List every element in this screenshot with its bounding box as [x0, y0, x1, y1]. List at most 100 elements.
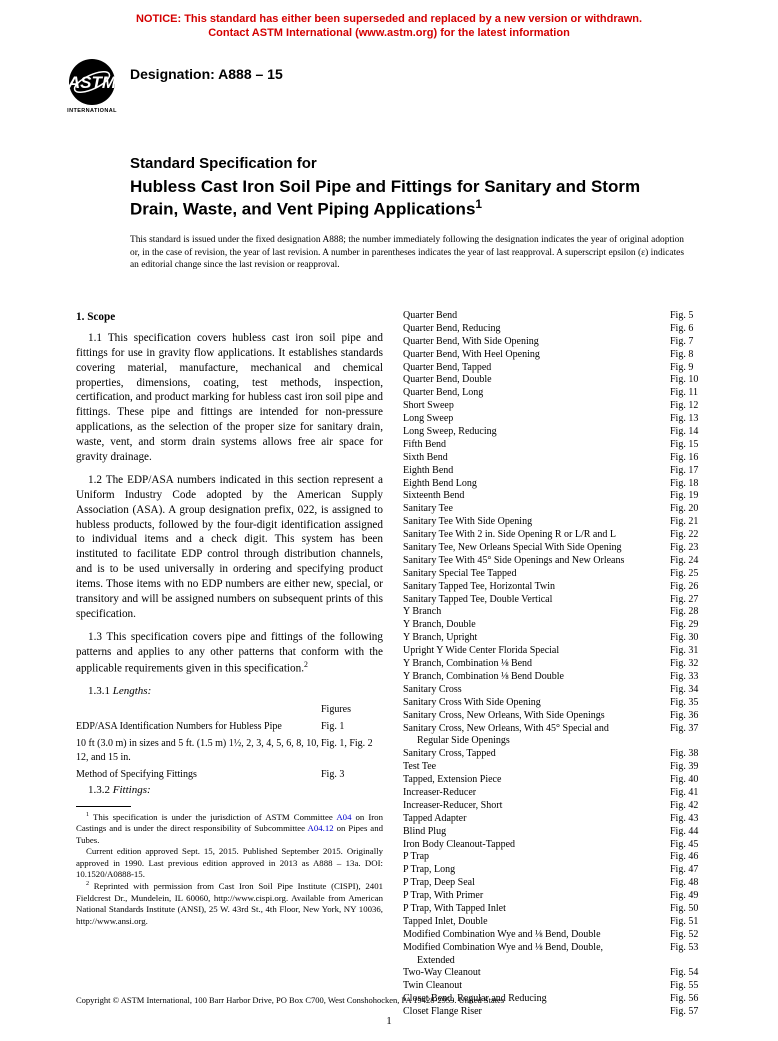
fittings-row: Modified Combination Wye and ⅛ Bend, Dou…	[403, 942, 710, 955]
fittings-row: P Trap, With PrimerFig. 49	[403, 890, 710, 903]
fittings-row: Sanitary Tee With 2 in. Side Opening R o…	[403, 529, 710, 542]
fittings-row: P Trap, LongFig. 47	[403, 864, 710, 877]
fitting-fig: Fig. 10	[670, 374, 710, 387]
fittings-row: Eighth Bend LongFig. 18	[403, 478, 710, 491]
fittings-row: Sanitary Cross, New Orleans, With Side O…	[403, 710, 710, 723]
fitting-fig: Fig. 52	[670, 929, 710, 942]
fitting-name: Y Branch, Upright	[403, 632, 670, 645]
fitting-fig: Fig. 15	[670, 439, 710, 452]
fitting-name: P Trap, With Tapped Inlet	[403, 903, 670, 916]
fitting-name: Increaser-Reducer, Short	[403, 800, 670, 813]
fitting-name: Sanitary Tee With 45° Side Openings and …	[403, 555, 670, 568]
fitting-name: Y Branch, Double	[403, 619, 670, 632]
svg-text:ASTM: ASTM	[67, 73, 117, 92]
fitting-fig: Fig. 55	[670, 980, 710, 993]
fitting-name: Sanitary Tapped Tee, Double Vertical	[403, 594, 670, 607]
fitting-name: Sanitary Cross, Tapped	[403, 748, 670, 761]
fitting-name: Sanitary Cross With Side Opening	[403, 697, 670, 710]
fitting-name: Sanitary Tee With Side Opening	[403, 516, 670, 529]
svg-text:INTERNATIONAL: INTERNATIONAL	[67, 108, 117, 114]
fittings-row: Eighth BendFig. 17	[403, 465, 710, 478]
scope-p3: 1.3 This specification covers pipe and f…	[76, 630, 383, 676]
fitting-name: Long Sweep	[403, 413, 670, 426]
fitting-fig: Fig. 41	[670, 787, 710, 800]
fittings-row: Sanitary Tee With Side OpeningFig. 21	[403, 516, 710, 529]
lengths-row-1: EDP/ASA Identification Numbers for Huble…	[76, 720, 383, 733]
fitting-fig: Fig. 11	[670, 387, 710, 400]
fittings-row: Quarter Bend, With Side OpeningFig. 7	[403, 336, 710, 349]
fitting-name: Sanitary Tee, New Orleans Special With S…	[403, 542, 670, 555]
link-a04[interactable]: A04	[336, 812, 351, 822]
fitting-fig: Fig. 37	[670, 723, 710, 736]
fitting-fig: Fig. 21	[670, 516, 710, 529]
fittings-row: Sanitary Tapped Tee, Double VerticalFig.…	[403, 594, 710, 607]
lengths-row-2: 10 ft (3.0 m) in sizes and 5 ft. (1.5 m)…	[76, 737, 383, 764]
title-pretitle: Standard Specification for	[130, 155, 690, 174]
fittings-row: Y Branch, Combination ⅛ BendFig. 32	[403, 658, 710, 671]
fitting-name: Eighth Bend	[403, 465, 670, 478]
fitting-fig: Fig. 35	[670, 697, 710, 710]
fitting-fig: Fig. 19	[670, 490, 710, 503]
link-a0412[interactable]: A04.12	[308, 823, 334, 833]
fitting-fig: Fig. 46	[670, 851, 710, 864]
fitting-name: Sanitary Tapped Tee, Horizontal Twin	[403, 581, 670, 594]
fittings-row: Two-Way CleanoutFig. 54	[403, 967, 710, 980]
fittings-row: Sanitary Tee With 45° Side Openings and …	[403, 555, 710, 568]
fittings-row: Quarter Bend, ReducingFig. 6	[403, 323, 710, 336]
left-column: 1. Scope 1.1 This specification covers h…	[76, 310, 383, 1019]
fitting-name: Y Branch, Combination ⅛ Bend Double	[403, 671, 670, 684]
fittings-row: Quarter Bend, DoubleFig. 10	[403, 374, 710, 387]
fitting-name: Sanitary Tee With 2 in. Side Opening R o…	[403, 529, 670, 542]
fitting-fig: Fig. 40	[670, 774, 710, 787]
fitting-name: Blind Plug	[403, 826, 670, 839]
fitting-fig: Fig. 25	[670, 568, 710, 581]
fitting-name: Quarter Bend, With Side Opening	[403, 336, 670, 349]
fitting-name: Y Branch	[403, 606, 670, 619]
fitting-name-cont: Regular Side Openings	[403, 735, 670, 748]
fitting-name: Short Sweep	[403, 400, 670, 413]
fitting-name: Quarter Bend, Double	[403, 374, 670, 387]
fitting-fig: Fig. 16	[670, 452, 710, 465]
fitting-name: P Trap, Deep Seal	[403, 877, 670, 890]
fitting-name: Quarter Bend, Long	[403, 387, 670, 400]
fitting-name: Tapped Inlet, Double	[403, 916, 670, 929]
fittings-row: Quarter Bend, With Heel OpeningFig. 8	[403, 349, 710, 362]
fittings-row: Sanitary Cross With Side OpeningFig. 35	[403, 697, 710, 710]
fitting-name: Sanitary Tee	[403, 503, 670, 516]
footnote-2: 2 Reprinted with permission from Cast Ir…	[76, 880, 383, 927]
fittings-row: Long Sweep, ReducingFig. 14	[403, 426, 710, 439]
fitting-fig: Fig. 49	[670, 890, 710, 903]
fitting-fig: Fig. 28	[670, 606, 710, 619]
fitting-fig: Fig. 42	[670, 800, 710, 813]
footnote-divider	[76, 806, 131, 807]
fittings-row: Y Branch, DoubleFig. 29	[403, 619, 710, 632]
fitting-name: Sixth Bend	[403, 452, 670, 465]
fitting-name: Tapped, Extension Piece	[403, 774, 670, 787]
fitting-name: Sanitary Cross, New Orleans, With Side O…	[403, 710, 670, 723]
fitting-fig: Fig. 34	[670, 684, 710, 697]
fitting-fig: Fig. 50	[670, 903, 710, 916]
fitting-fig: Fig. 32	[670, 658, 710, 671]
fitting-name: Sanitary Cross	[403, 684, 670, 697]
fittings-row: Blind PlugFig. 44	[403, 826, 710, 839]
fitting-fig: Fig. 12	[670, 400, 710, 413]
fitting-name: P Trap, With Primer	[403, 890, 670, 903]
fitting-name: Long Sweep, Reducing	[403, 426, 670, 439]
scope-head: 1. Scope	[76, 310, 383, 325]
fittings-row: Modified Combination Wye and ⅛ Bend, Dou…	[403, 929, 710, 942]
fitting-name: Test Tee	[403, 761, 670, 774]
fittings-row: P TrapFig. 46	[403, 851, 710, 864]
fitting-fig: Fig. 56	[670, 993, 710, 1006]
fittings-row: Tapped Inlet, DoubleFig. 51	[403, 916, 710, 929]
fitting-name: Sanitary Cross, New Orleans, With 45° Sp…	[403, 723, 670, 736]
fittings-row-cont: Regular Side Openings	[403, 735, 710, 748]
fittings-row: Fifth BendFig. 15	[403, 439, 710, 452]
fitting-name: Quarter Bend, With Heel Opening	[403, 349, 670, 362]
lengths-head: 1.3.1 Lengths:	[76, 684, 383, 699]
fittings-row: Sanitary Cross, New Orleans, With 45° Sp…	[403, 723, 710, 736]
fitting-name: Quarter Bend	[403, 310, 670, 323]
fitting-name: Upright Y Wide Center Florida Special	[403, 645, 670, 658]
fitting-name: Y Branch, Combination ⅛ Bend	[403, 658, 670, 671]
fittings-row: Sixteenth BendFig. 19	[403, 490, 710, 503]
fittings-row: Sanitary Cross, TappedFig. 38	[403, 748, 710, 761]
